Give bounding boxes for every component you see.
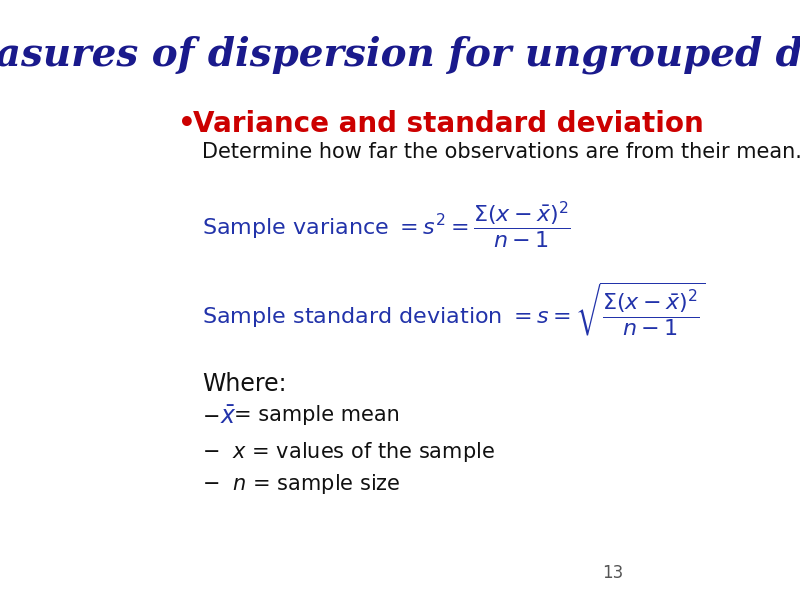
Text: •: • <box>178 110 196 138</box>
Text: Where:: Where: <box>202 372 286 396</box>
Text: $-$  $n$ = sample size: $-$ $n$ = sample size <box>202 472 401 496</box>
Text: Determine how far the observations are from their mean.: Determine how far the observations are f… <box>202 142 800 162</box>
Text: 13: 13 <box>602 564 623 582</box>
Text: Variance and standard deviation: Variance and standard deviation <box>193 110 703 138</box>
Text: Sample standard deviation $= s = \sqrt{\dfrac{\Sigma(x-\bar{x})^2}{n-1}}$: Sample standard deviation $= s = \sqrt{\… <box>202 280 706 338</box>
Text: = sample mean: = sample mean <box>234 405 400 425</box>
Text: $-$  $x$ = values of the sample: $-$ $x$ = values of the sample <box>202 440 495 464</box>
Text: Measures of dispersion for ungrouped data: Measures of dispersion for ungrouped dat… <box>0 35 800 73</box>
Text: $-$: $-$ <box>202 405 219 425</box>
Text: $\bar{x}$: $\bar{x}$ <box>220 405 237 429</box>
Text: Sample variance $= s^2 = \dfrac{\Sigma(x-\bar{x})^2}{n-1}$: Sample variance $= s^2 = \dfrac{\Sigma(x… <box>202 200 571 251</box>
